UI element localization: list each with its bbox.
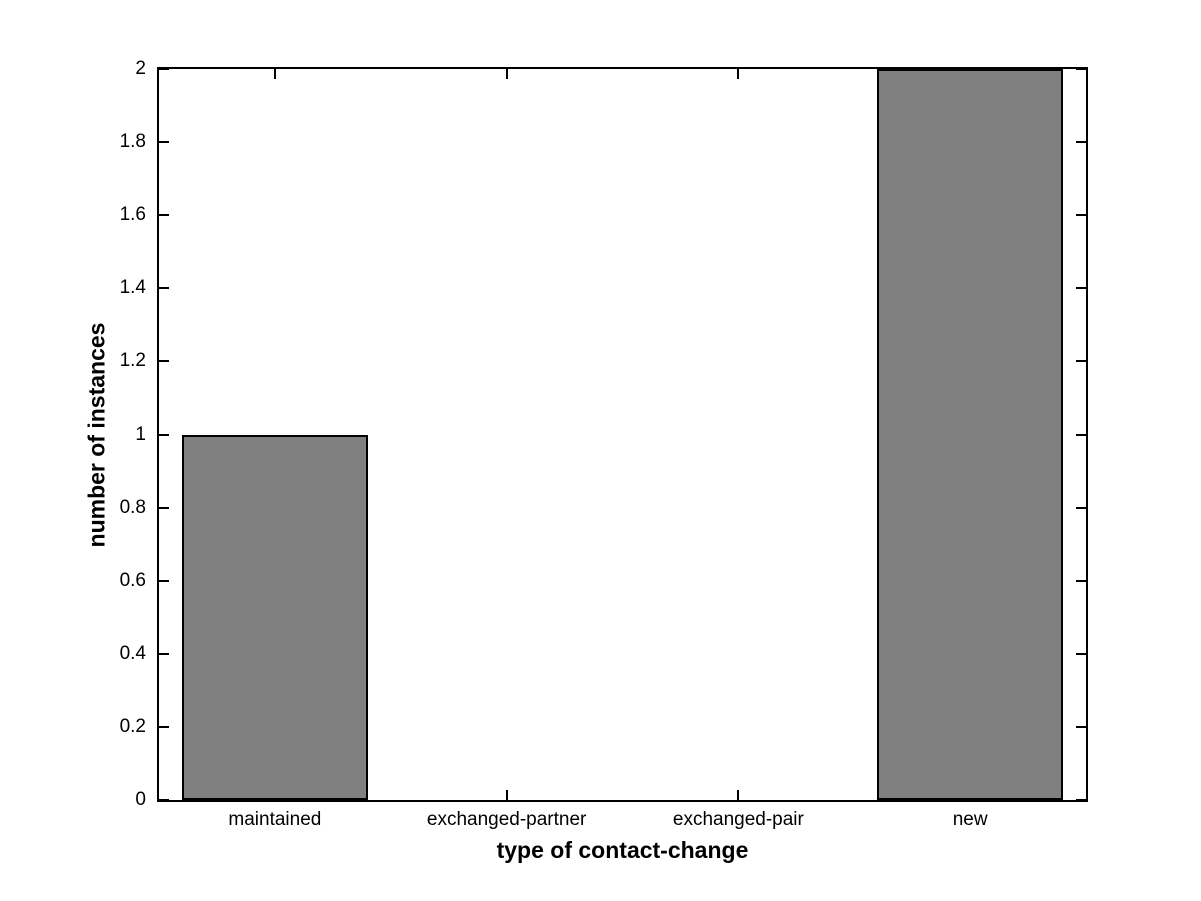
x-axis-tick xyxy=(505,790,508,800)
x-axis-tick-top xyxy=(273,69,276,79)
y-axis-tick xyxy=(159,725,169,728)
y-axis-tick xyxy=(159,652,169,655)
y-axis-tick-right xyxy=(1076,214,1086,217)
y-axis-tick-right xyxy=(1076,579,1086,582)
x-axis-tick-top xyxy=(505,69,508,79)
y-axis-tick-right xyxy=(1076,68,1086,70)
y-tick-label: 0.6 xyxy=(119,569,146,591)
x-tick-label: new xyxy=(952,809,988,830)
x-axis-tick-top xyxy=(737,69,740,79)
y-axis-tick-right xyxy=(1076,506,1086,509)
y-axis-tick xyxy=(159,799,169,801)
y-tick-label: 0.8 xyxy=(119,496,146,518)
plot-area xyxy=(157,67,1088,802)
y-axis-tick xyxy=(159,141,169,144)
x-tick-label: exchanged-pair xyxy=(672,809,804,830)
y-axis-tick xyxy=(159,506,169,509)
y-axis-tick xyxy=(159,360,169,363)
y-axis-tick-right xyxy=(1076,287,1086,290)
x-tick-label: maintained xyxy=(228,809,322,830)
y-axis-tick xyxy=(159,287,169,290)
x-axis-label: type of contact-change xyxy=(496,837,749,863)
y-axis-tick xyxy=(159,433,169,436)
y-tick-label: 1.2 xyxy=(119,350,146,372)
bar-maintained xyxy=(182,434,368,800)
y-axis-tick xyxy=(159,68,169,70)
y-tick-label: 0.2 xyxy=(119,715,146,737)
y-axis-tick-right xyxy=(1076,141,1086,144)
y-tick-label: 1.6 xyxy=(119,204,146,226)
y-axis-tick-right xyxy=(1076,433,1086,436)
y-tick-label: 0 xyxy=(135,789,146,810)
y-axis-tick-right xyxy=(1076,360,1086,363)
y-tick-label: 1.4 xyxy=(119,277,146,299)
y-tick-label: 1.8 xyxy=(119,131,146,153)
y-axis-tick-right xyxy=(1076,799,1086,801)
y-axis-tick-right xyxy=(1076,725,1086,728)
y-axis-tick-right xyxy=(1076,652,1086,655)
y-axis-tick xyxy=(159,214,169,217)
x-tick-label: exchanged-partner xyxy=(426,809,587,830)
y-axis-tick xyxy=(159,579,169,582)
x-axis-tick xyxy=(737,790,740,800)
bar-new xyxy=(877,69,1063,800)
y-tick-label: 0.4 xyxy=(119,642,146,664)
y-tick-label: 2 xyxy=(135,58,146,79)
y-tick-label: 1 xyxy=(135,423,146,445)
